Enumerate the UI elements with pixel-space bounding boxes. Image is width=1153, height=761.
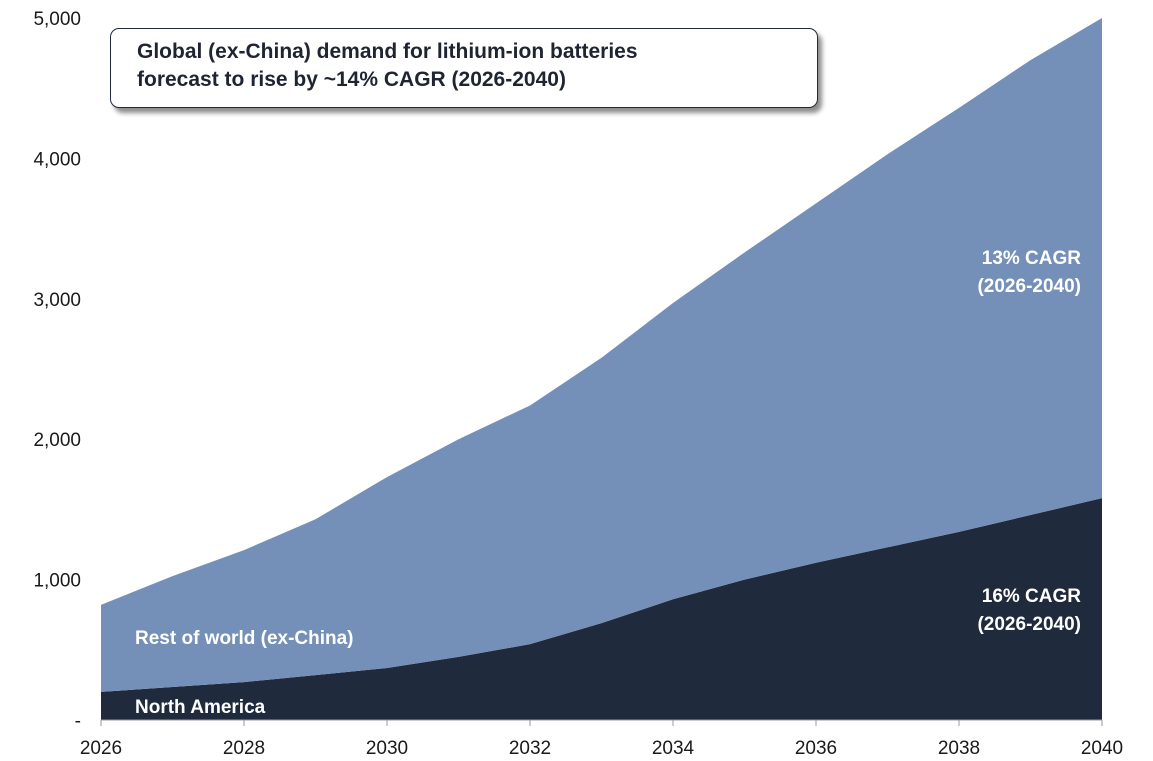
series-label-rest-of-world: Rest of world (ex-China) bbox=[135, 628, 354, 649]
x-tick-label: 2038 bbox=[938, 738, 980, 759]
x-tick-label: 2034 bbox=[652, 738, 695, 759]
y-tick-label: 5,000 bbox=[33, 9, 81, 30]
y-tick-label: 3,000 bbox=[33, 290, 81, 311]
y-tick-label: 2,000 bbox=[33, 430, 81, 451]
chart-title-line2: forecast to rise by ~14% CAGR (2026-2040… bbox=[137, 68, 566, 91]
cagr-annotation-north-america-line1: 16% CAGR bbox=[982, 586, 1082, 607]
cagr-annotation-rest-of-world-line1: 13% CAGR bbox=[982, 248, 1082, 269]
title-callout-box: Global (ex-China) demand for lithium-ion… bbox=[110, 28, 818, 108]
cagr-annotation-north-america-line2: (2026-2040) bbox=[977, 614, 1081, 635]
x-tick-label: 2026 bbox=[80, 738, 122, 759]
area-layer bbox=[101, 18, 1102, 720]
x-tick-label: 2030 bbox=[366, 738, 408, 759]
x-tick-label: 2040 bbox=[1081, 738, 1123, 759]
series-label-north-america: North America bbox=[135, 697, 266, 718]
area-series-rest-of-world-ex-china bbox=[101, 18, 1102, 692]
chart-title-line1: Global (ex-China) demand for lithium-ion… bbox=[137, 40, 638, 63]
x-tick-label: 2028 bbox=[223, 738, 265, 759]
cagr-annotation-rest-of-world-line2: (2026-2040) bbox=[977, 276, 1081, 297]
x-tick-label: 2032 bbox=[509, 738, 551, 759]
x-tick-label: 2036 bbox=[795, 738, 837, 759]
x-axis: 2026 2028 2030 2032 2034 2036 2038 2040 bbox=[80, 719, 1123, 759]
y-axis: - 1,000 2,000 3,000 4,000 5,000 bbox=[33, 9, 81, 732]
y-tick-label: 1,000 bbox=[33, 571, 81, 592]
y-tick-label: 4,000 bbox=[33, 149, 81, 170]
y-tick-label: - bbox=[75, 711, 81, 732]
area-series-north-america bbox=[101, 498, 1102, 720]
